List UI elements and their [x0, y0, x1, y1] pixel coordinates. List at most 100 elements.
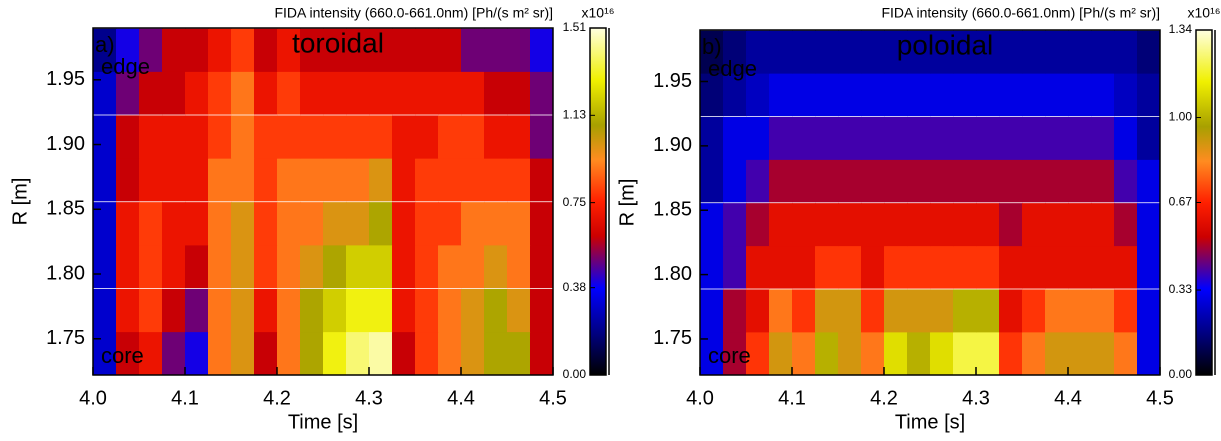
heat-cell [1022, 331, 1046, 375]
x-tick-label: 4.5 [539, 387, 567, 409]
heat-cell [1022, 73, 1046, 117]
heat-cell [1137, 203, 1161, 247]
heat-cell [185, 158, 209, 202]
chart-title: FIDA intensity (660.0-661.0nm) [Ph/(s m²… [881, 5, 1160, 21]
heat-cell [999, 289, 1023, 333]
heat-cell [723, 203, 747, 247]
heat-cell [976, 245, 1000, 289]
heat-cell [530, 202, 554, 246]
heat-cell [769, 203, 793, 247]
heat-cell [792, 30, 816, 74]
heat-cell [323, 28, 347, 72]
heat-cell [1137, 159, 1161, 203]
heat-cell [700, 73, 724, 117]
x-tick-label: 4.0 [686, 387, 714, 409]
heat-cell [1068, 289, 1092, 333]
y-tick-label: 1.80 [46, 262, 85, 284]
heat-cell [369, 288, 393, 333]
heat-cell [346, 115, 370, 159]
heat-cell [369, 244, 393, 289]
heat-cell [162, 331, 186, 375]
heat-cell [815, 116, 839, 160]
heat-cell [346, 158, 370, 202]
heat-cell [116, 202, 140, 246]
heat-cell [1045, 159, 1069, 203]
heat-cell [438, 331, 462, 375]
heat-cell [484, 158, 508, 202]
heat-cell [484, 202, 508, 246]
heat-cell [1091, 331, 1115, 375]
y-tick-label: 1.95 [46, 68, 85, 90]
heat-cell [415, 115, 439, 159]
heat-cell [139, 71, 163, 115]
heat-cell [139, 115, 163, 159]
heat-cell [507, 202, 531, 246]
y-axis-label: R [m] [9, 178, 31, 226]
heat-cell [1045, 116, 1069, 160]
heat-cell [254, 158, 278, 202]
heat-cell [700, 203, 724, 247]
heat-cell [415, 288, 439, 333]
heat-cell [139, 244, 163, 289]
colorbar-label: x10¹⁶ [582, 5, 615, 21]
heat-cell [323, 71, 347, 115]
heat-cell [254, 244, 278, 289]
heat-cell [700, 245, 724, 289]
x-tick-label: 4.4 [1054, 387, 1082, 409]
heat-cell [277, 288, 301, 333]
heat-cell [1045, 289, 1069, 333]
annotation: toroidal [292, 27, 384, 58]
heat-cell [1114, 73, 1138, 117]
heat-cell [1022, 159, 1046, 203]
heat-cell [1068, 245, 1092, 289]
heat-cell [300, 158, 324, 202]
heat-cell [815, 331, 839, 375]
annotation: core [708, 343, 751, 368]
heat-cell [999, 159, 1023, 203]
y-tick-label: 1.75 [46, 327, 85, 349]
heat-cell [953, 245, 977, 289]
heat-cell [507, 288, 531, 333]
heat-cell [976, 289, 1000, 333]
heat-cell [438, 28, 462, 72]
heat-cell [461, 288, 485, 333]
heat-cell [838, 159, 862, 203]
heat-cell [815, 203, 839, 247]
heat-cell [323, 331, 347, 375]
heat-cell [530, 288, 554, 333]
heat-cell [438, 158, 462, 202]
heat-cell [792, 245, 816, 289]
heat-cell [208, 158, 232, 202]
heat-cell [815, 289, 839, 333]
heat-cell [162, 71, 186, 115]
colorbar-tick-label: 1.00 [1169, 110, 1193, 124]
heat-cell [415, 331, 439, 375]
heatmap-panel [93, 28, 554, 375]
heat-cell [185, 115, 209, 159]
heat-cell [953, 289, 977, 333]
heat-cell [507, 28, 531, 72]
heat-cell [1091, 203, 1115, 247]
annotation: core [101, 343, 144, 368]
colorbar [589, 27, 607, 376]
heat-cell [1114, 30, 1138, 74]
heat-cell [792, 331, 816, 375]
heat-cell [815, 245, 839, 289]
heat-cell [815, 30, 839, 74]
heat-cell [953, 159, 977, 203]
heat-cell [139, 158, 163, 202]
y-tick-label: 1.90 [653, 134, 692, 156]
heat-cell [907, 116, 931, 160]
heat-cell [723, 30, 747, 74]
chart-title: FIDA intensity (660.0-661.0nm) [Ph/(s m²… [274, 5, 553, 21]
heat-cell [1114, 116, 1138, 160]
x-tick-label: 4.5 [1146, 387, 1174, 409]
x-tick-label: 4.2 [870, 387, 898, 409]
colorbar-tick-label: 0.38 [563, 280, 587, 294]
heat-cell [769, 159, 793, 203]
colorbar-tick-label: 0.00 [563, 367, 587, 381]
heat-cell [277, 71, 301, 115]
heat-cell [746, 245, 770, 289]
y-tick-label: 1.75 [653, 327, 692, 349]
heat-cell [208, 288, 232, 333]
